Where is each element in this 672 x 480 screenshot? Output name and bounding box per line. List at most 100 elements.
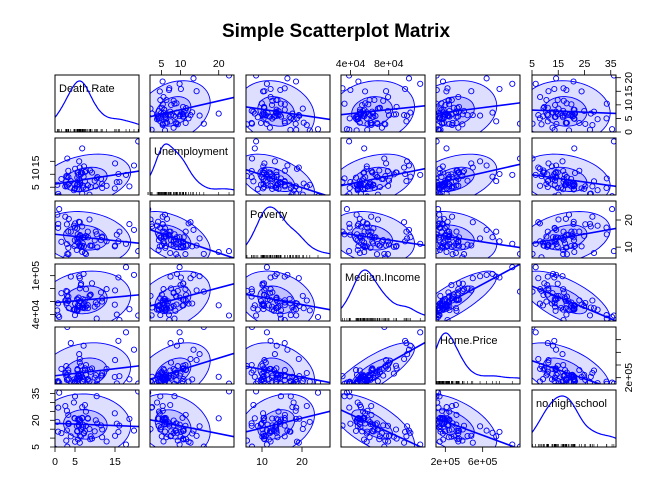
data-point (97, 237, 105, 244)
data-point (281, 377, 288, 384)
density-curve (150, 143, 234, 191)
tick-label: 10 (623, 99, 635, 111)
data-point (553, 162, 560, 169)
data-point (401, 164, 408, 171)
data-point (187, 355, 194, 363)
data-point (63, 254, 70, 258)
data-point (200, 250, 207, 257)
data-point (452, 305, 459, 312)
data-point (267, 170, 274, 178)
data-point (182, 367, 189, 374)
data-point (64, 327, 71, 331)
variable-label: Home.Price (440, 335, 497, 347)
data-point (273, 375, 280, 382)
data-point (267, 438, 274, 445)
data-point (543, 96, 550, 104)
data-point (87, 291, 94, 298)
data-point (341, 100, 348, 107)
data-point (552, 101, 559, 109)
data-point (452, 401, 459, 409)
data-point (251, 415, 258, 422)
data-point (368, 121, 375, 129)
data-point (81, 249, 88, 257)
data-point (369, 234, 376, 241)
tick-label: 10 (30, 168, 42, 180)
data-point (357, 424, 364, 431)
data-point (65, 244, 72, 251)
data-point (225, 312, 233, 319)
data-point (544, 104, 551, 111)
data-point (71, 224, 79, 231)
data-point (248, 361, 255, 369)
data-point (590, 108, 598, 115)
tick-label: 10 (175, 58, 187, 70)
data-point (454, 105, 461, 112)
data-point (417, 80, 424, 87)
data-point (372, 372, 379, 379)
cell-border (340, 326, 426, 385)
cell-content (150, 390, 234, 447)
data-point (299, 292, 306, 299)
data-point (603, 100, 610, 107)
data-point (561, 294, 568, 301)
cell-border (435, 200, 521, 259)
data-point (417, 329, 424, 336)
data-point (582, 221, 589, 228)
data-point (594, 222, 601, 229)
data-point (460, 251, 468, 258)
data-point (393, 169, 400, 176)
data-point (260, 410, 267, 417)
data-point (176, 372, 183, 379)
tick-label: 1e+05 (30, 261, 42, 291)
data-point (489, 234, 496, 241)
data-point (368, 367, 375, 374)
data-point (436, 193, 441, 195)
data-point (449, 183, 456, 190)
data-point (79, 184, 87, 191)
data-point (368, 167, 375, 174)
data-point (436, 224, 443, 231)
data-point (180, 234, 187, 241)
data-point (150, 404, 155, 411)
data-point (81, 296, 88, 303)
cell-content (246, 390, 330, 447)
matrix-cell (245, 137, 331, 196)
data-point (368, 411, 375, 418)
data-point (86, 216, 93, 223)
data-point (407, 234, 414, 241)
data-point (551, 295, 558, 303)
data-point (193, 287, 200, 294)
data-point (173, 301, 180, 308)
data-point (99, 184, 106, 192)
data-point (303, 121, 310, 129)
data-point (87, 183, 94, 191)
data-point (536, 115, 543, 122)
data-point (469, 112, 476, 119)
data-point (361, 228, 368, 235)
data-point (436, 300, 443, 307)
data-point (111, 410, 118, 417)
data-point (385, 112, 393, 119)
tick-label: 35 (30, 388, 42, 400)
data-point (99, 426, 106, 433)
data-point (176, 264, 183, 271)
data-point (75, 372, 82, 379)
matrix-cell (54, 389, 140, 448)
data-point (93, 393, 100, 400)
data-point (544, 340, 551, 347)
data-point (436, 211, 443, 218)
data-point (545, 357, 552, 364)
data-point (79, 169, 86, 177)
data-point (159, 213, 166, 220)
data-point (286, 113, 293, 121)
data-point (385, 241, 393, 248)
data-point (190, 75, 197, 82)
data-point (167, 273, 174, 280)
data-point (545, 112, 552, 119)
data-point (436, 220, 443, 227)
data-point (353, 418, 360, 425)
data-point (346, 248, 353, 255)
data-point (111, 185, 118, 192)
data-point (167, 228, 174, 235)
